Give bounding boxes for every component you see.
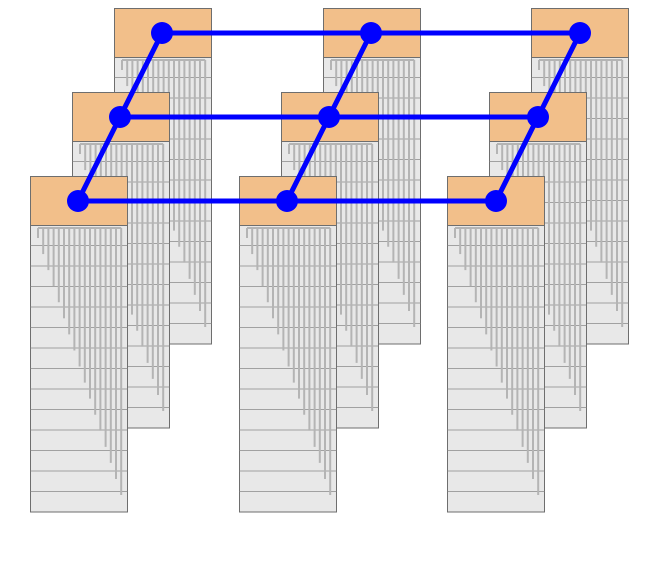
node-1-1 [318,106,340,128]
card-0-0 [30,176,128,513]
card-1-0 [239,176,337,513]
node-2-1 [527,106,549,128]
node-1-0 [276,190,298,212]
node-0-1 [109,106,131,128]
cards-layer [30,8,629,513]
node-2-2 [569,22,591,44]
card-2-0 [447,176,545,513]
node-1-2 [360,22,382,44]
node-0-0 [67,190,89,212]
nodes-layer [67,22,591,212]
node-0-2 [151,22,173,44]
node-2-0 [485,190,507,212]
